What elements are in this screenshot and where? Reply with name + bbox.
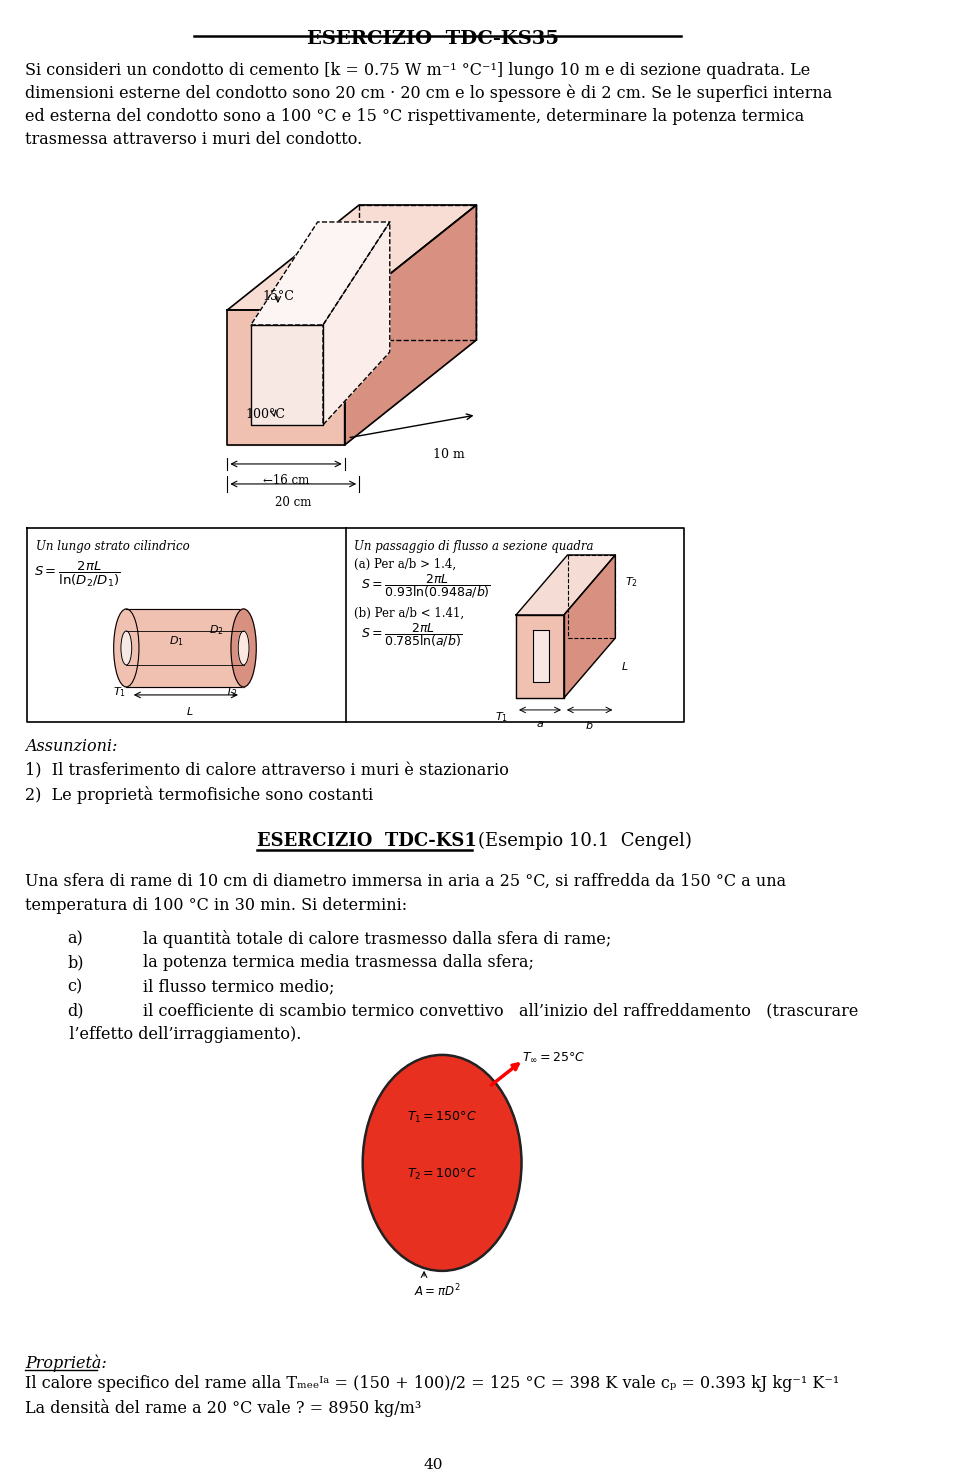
Text: la potenza termica media trasmessa dalla sfera;: la potenza termica media trasmessa dalla… (142, 953, 534, 971)
Text: Il calore specifico del rame alla Tₘₑₑᴵᵃ = (150 + 100)/2 = 125 °C = 398 K vale c: Il calore specifico del rame alla Tₘₑₑᴵᵃ… (25, 1374, 839, 1392)
Text: $D_2$: $D_2$ (209, 623, 224, 636)
Text: $b$: $b$ (585, 719, 593, 731)
Ellipse shape (113, 610, 139, 686)
Ellipse shape (363, 1055, 521, 1271)
Text: ←16 cm: ←16 cm (263, 474, 309, 487)
Text: il flusso termico medio;: il flusso termico medio; (142, 979, 334, 995)
Polygon shape (516, 555, 615, 615)
Polygon shape (564, 555, 615, 698)
Text: Una sfera di rame di 10 cm di diametro immersa in aria a 25 °C, si raffredda da : Una sfera di rame di 10 cm di diametro i… (25, 872, 786, 890)
Text: $T_\infty = 25°C$: $T_\infty = 25°C$ (521, 1051, 585, 1064)
Polygon shape (127, 610, 244, 686)
Text: 10 m: 10 m (434, 447, 466, 461)
Text: $T_1 = 150°C$: $T_1 = 150°C$ (407, 1110, 477, 1125)
Text: $L$: $L$ (185, 706, 193, 717)
Text: Si consideri un condotto di cemento [k = 0.75 W m⁻¹ °C⁻¹] lungo 10 m e di sezion: Si consideri un condotto di cemento [k =… (25, 62, 810, 80)
Text: $S = \dfrac{2\pi L}{\ln(D_2/D_1)}$: $S = \dfrac{2\pi L}{\ln(D_2/D_1)}$ (35, 559, 121, 589)
Text: c): c) (67, 979, 83, 995)
Text: Assunzioni:: Assunzioni: (25, 738, 118, 754)
Text: $S = \dfrac{2\pi L}{0.785\ln(a/b)}$: $S = \dfrac{2\pi L}{0.785\ln(a/b)}$ (361, 621, 462, 649)
Polygon shape (345, 205, 476, 444)
Text: Proprietà:: Proprietà: (25, 1355, 107, 1373)
Text: 15°C: 15°C (262, 289, 294, 303)
Polygon shape (228, 310, 345, 444)
Text: $D_1$: $D_1$ (169, 635, 183, 648)
Text: $T_2$: $T_2$ (625, 576, 638, 589)
Ellipse shape (121, 630, 132, 664)
Text: $T_1$: $T_1$ (495, 710, 508, 723)
Text: temperatura di 100 °C in 30 min. Si determini:: temperatura di 100 °C in 30 min. Si dete… (25, 897, 407, 914)
Polygon shape (533, 630, 548, 682)
Text: $T_2 = 100°C$: $T_2 = 100°C$ (407, 1168, 477, 1182)
Text: la quantità totale di calore trasmesso dalla sfera di rame;: la quantità totale di calore trasmesso d… (142, 930, 611, 948)
Text: (b) Per a/b < 1.41,: (b) Per a/b < 1.41, (353, 607, 464, 620)
Text: La densità del rame a 20 °C vale ? = 8950 kg/m³: La densità del rame a 20 °C vale ? = 895… (25, 1399, 421, 1417)
Text: b): b) (67, 953, 84, 971)
Text: Un passaggio di flusso a sezione quadra: Un passaggio di flusso a sezione quadra (353, 540, 593, 554)
Text: 40: 40 (423, 1458, 443, 1472)
Text: 2)  Le proprietà termofisiche sono costanti: 2) Le proprietà termofisiche sono costan… (25, 785, 373, 804)
Text: $T_2$: $T_2$ (226, 685, 238, 698)
Text: $A = \pi D^2$: $A = \pi D^2$ (415, 1283, 461, 1299)
Polygon shape (251, 325, 323, 425)
Text: $a$: $a$ (536, 719, 543, 729)
Text: d): d) (67, 1002, 84, 1018)
Text: trasmessa attraverso i muri del condotto.: trasmessa attraverso i muri del condotto… (25, 131, 363, 148)
Text: (Esempio 10.1  Cengel): (Esempio 10.1 Cengel) (478, 832, 692, 850)
Polygon shape (251, 221, 390, 325)
Text: dimensioni esterne del condotto sono 20 cm · 20 cm e lo spessore è di 2 cm. Se l: dimensioni esterne del condotto sono 20 … (25, 86, 832, 102)
Text: 100°C: 100°C (245, 407, 285, 421)
Text: $S = \dfrac{2\pi L}{0.93\ln(0.948a/b)}$: $S = \dfrac{2\pi L}{0.93\ln(0.948a/b)}$ (361, 571, 491, 599)
Text: 20 cm: 20 cm (276, 496, 311, 509)
Text: ESERCIZIO  TDC-KS35: ESERCIZIO TDC-KS35 (307, 30, 559, 49)
Text: Un lungo strato cilindrico: Un lungo strato cilindrico (36, 540, 190, 554)
Text: $L$: $L$ (620, 660, 628, 672)
Text: a): a) (67, 930, 84, 948)
Text: (a) Per a/b > 1.4,: (a) Per a/b > 1.4, (353, 558, 456, 571)
Polygon shape (516, 615, 564, 698)
Polygon shape (323, 221, 390, 425)
Text: l’effetto dell’irraggiamento).: l’effetto dell’irraggiamento). (59, 1026, 301, 1044)
Polygon shape (228, 205, 476, 310)
Text: il coefficiente di scambio termico convettivo   all’inizio del raffreddamento   : il coefficiente di scambio termico conve… (142, 1002, 858, 1018)
Text: ed esterna del condotto sono a 100 °C e 15 °C rispettivamente, determinare la po: ed esterna del condotto sono a 100 °C e … (25, 108, 804, 125)
Text: ESERCIZIO  TDC-KS1: ESERCIZIO TDC-KS1 (257, 832, 477, 850)
Ellipse shape (231, 610, 256, 686)
Ellipse shape (238, 630, 249, 664)
Text: 1)  Il trasferimento di calore attraverso i muri è stazionario: 1) Il trasferimento di calore attraverso… (25, 762, 509, 779)
Text: $T_1$: $T_1$ (113, 685, 127, 698)
